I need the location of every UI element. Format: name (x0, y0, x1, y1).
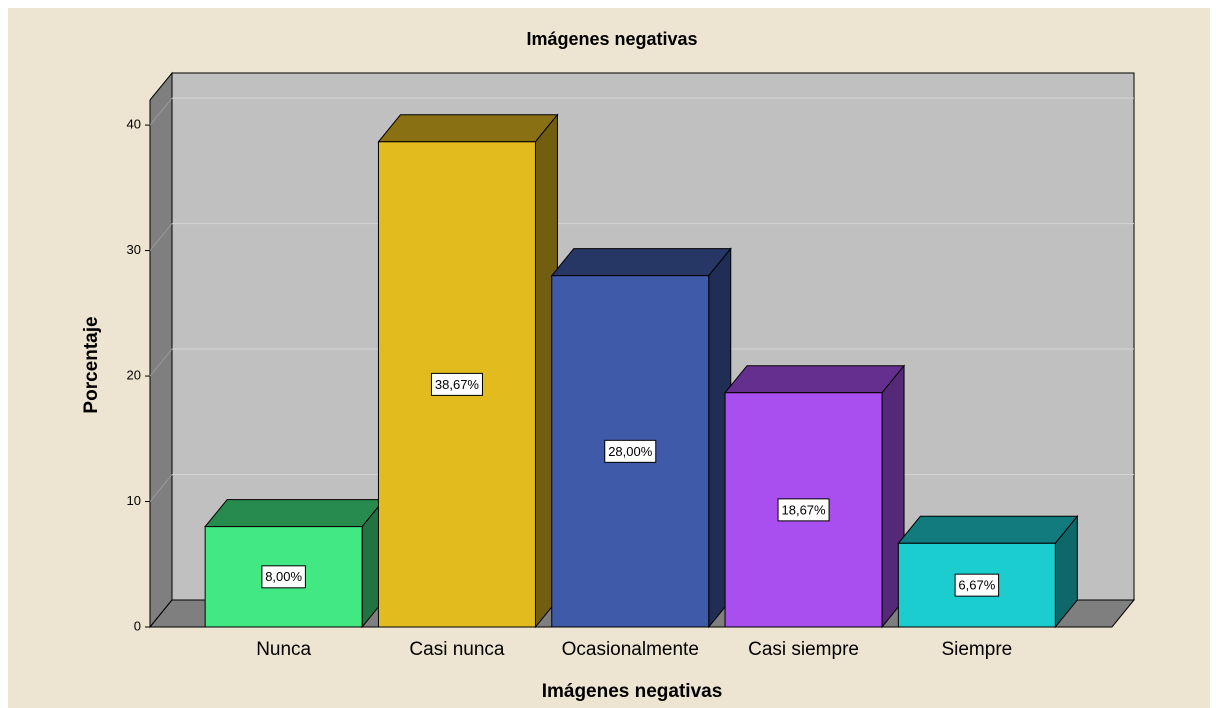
bar-top (897, 515, 1079, 544)
value-label: 6,67% (958, 578, 995, 593)
grid-line (149, 223, 173, 251)
y-tick-label: 40 (127, 117, 141, 132)
value-label-box (430, 372, 483, 396)
chart-title: Imágenes negativas (526, 29, 697, 49)
value-label-box (604, 439, 657, 463)
value-label-box (954, 573, 1000, 597)
x-tick-label: Casi nunca (409, 639, 504, 660)
x-tick-label: Nunca (256, 639, 311, 660)
x-tick-label: Ocasionalmente (562, 639, 699, 660)
x-tick-label: Siempre (941, 639, 1012, 660)
bar-top (377, 114, 559, 143)
grid-line (149, 474, 173, 502)
bar-top (204, 499, 386, 528)
y-tick-label: 10 (127, 493, 141, 508)
y-tick-label: 0 (134, 618, 141, 633)
value-label: 38,67% (435, 377, 480, 392)
x-axis-label: Imágenes negativas (542, 681, 723, 702)
y-axis-label: Porcentaje (81, 316, 102, 413)
value-label-box (261, 565, 306, 589)
value-label: 18,67% (782, 502, 827, 517)
bar-top (723, 365, 906, 394)
grid-line (149, 348, 173, 377)
value-label: 8,00% (265, 569, 302, 584)
value-label: 28,00% (608, 444, 653, 459)
grid-line (149, 97, 173, 126)
x-tick-label: Casi siempre (748, 639, 859, 660)
bar-top (550, 248, 732, 277)
value-label-box (777, 498, 830, 522)
y-tick-label: 20 (127, 367, 141, 382)
y-tick-label: 30 (127, 242, 141, 257)
left-wall (149, 71, 173, 629)
